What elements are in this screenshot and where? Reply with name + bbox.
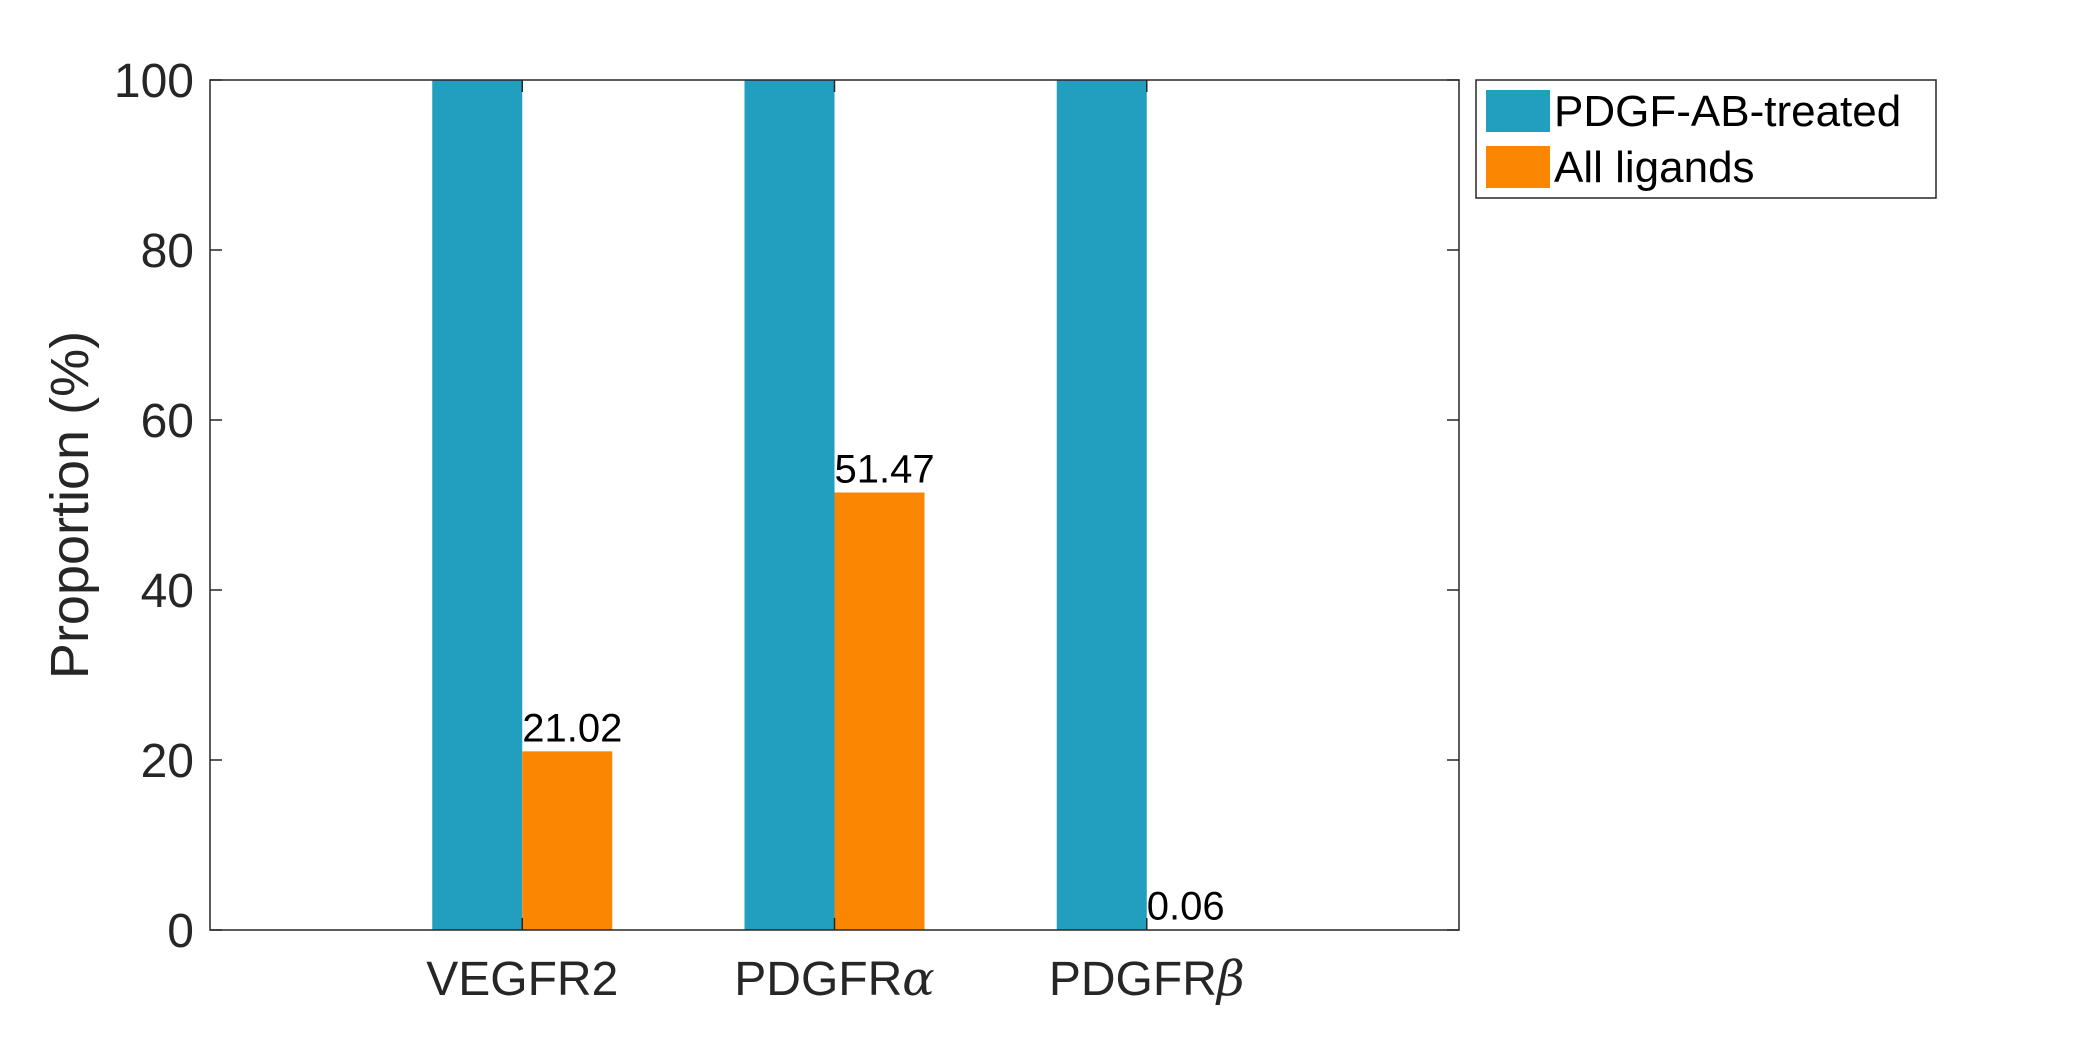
x-tick-label: PDGFRα xyxy=(734,951,934,1007)
legend-label-all-ligands: All ligands xyxy=(1554,143,1755,192)
bar-data-label: 51.47 xyxy=(835,448,935,492)
bar-pdgf-ab-treated-1 xyxy=(744,80,835,930)
bar-pdgf-ab-treated-0 xyxy=(432,80,523,930)
y-tick-label: 100 xyxy=(114,55,194,108)
legend-box xyxy=(1475,79,1937,199)
y-tick-label: 0 xyxy=(167,905,194,958)
ticks-layer xyxy=(210,79,1459,931)
y-tick-label: 20 xyxy=(141,735,194,788)
y-tick-label: 60 xyxy=(141,395,194,448)
legend-swatch-pdgf-ab-treated xyxy=(1486,90,1550,132)
legend: PDGF-AB-treated All ligands xyxy=(1475,79,1937,199)
y-tick-label: 80 xyxy=(141,225,194,278)
bars-layer xyxy=(432,80,1237,930)
labels-layer: 0 20 40 60 80 100 VEGFR2 PDGFRα PDGFRβ 21.02 51.47… xyxy=(114,55,1245,1007)
x-tick-label: VEGFR2 xyxy=(426,953,618,1006)
bar-pdgf-ab-treated-2 xyxy=(1056,80,1147,930)
y-axis-title: Proportion (%) xyxy=(40,331,100,679)
bar-all-ligands-1 xyxy=(834,492,925,930)
legend-label-pdgf-ab-treated: PDGF-AB-treated xyxy=(1554,87,1901,136)
legend-swatch-all-ligands xyxy=(1486,146,1550,188)
x-tick-label: PDGFRβ xyxy=(1049,951,1245,1007)
bar-data-label: 21.02 xyxy=(522,706,622,750)
bar-data-label: 0.06 xyxy=(1147,884,1225,928)
y-tick-label: 40 xyxy=(141,565,194,618)
bar-all-ligands-0 xyxy=(522,751,613,930)
